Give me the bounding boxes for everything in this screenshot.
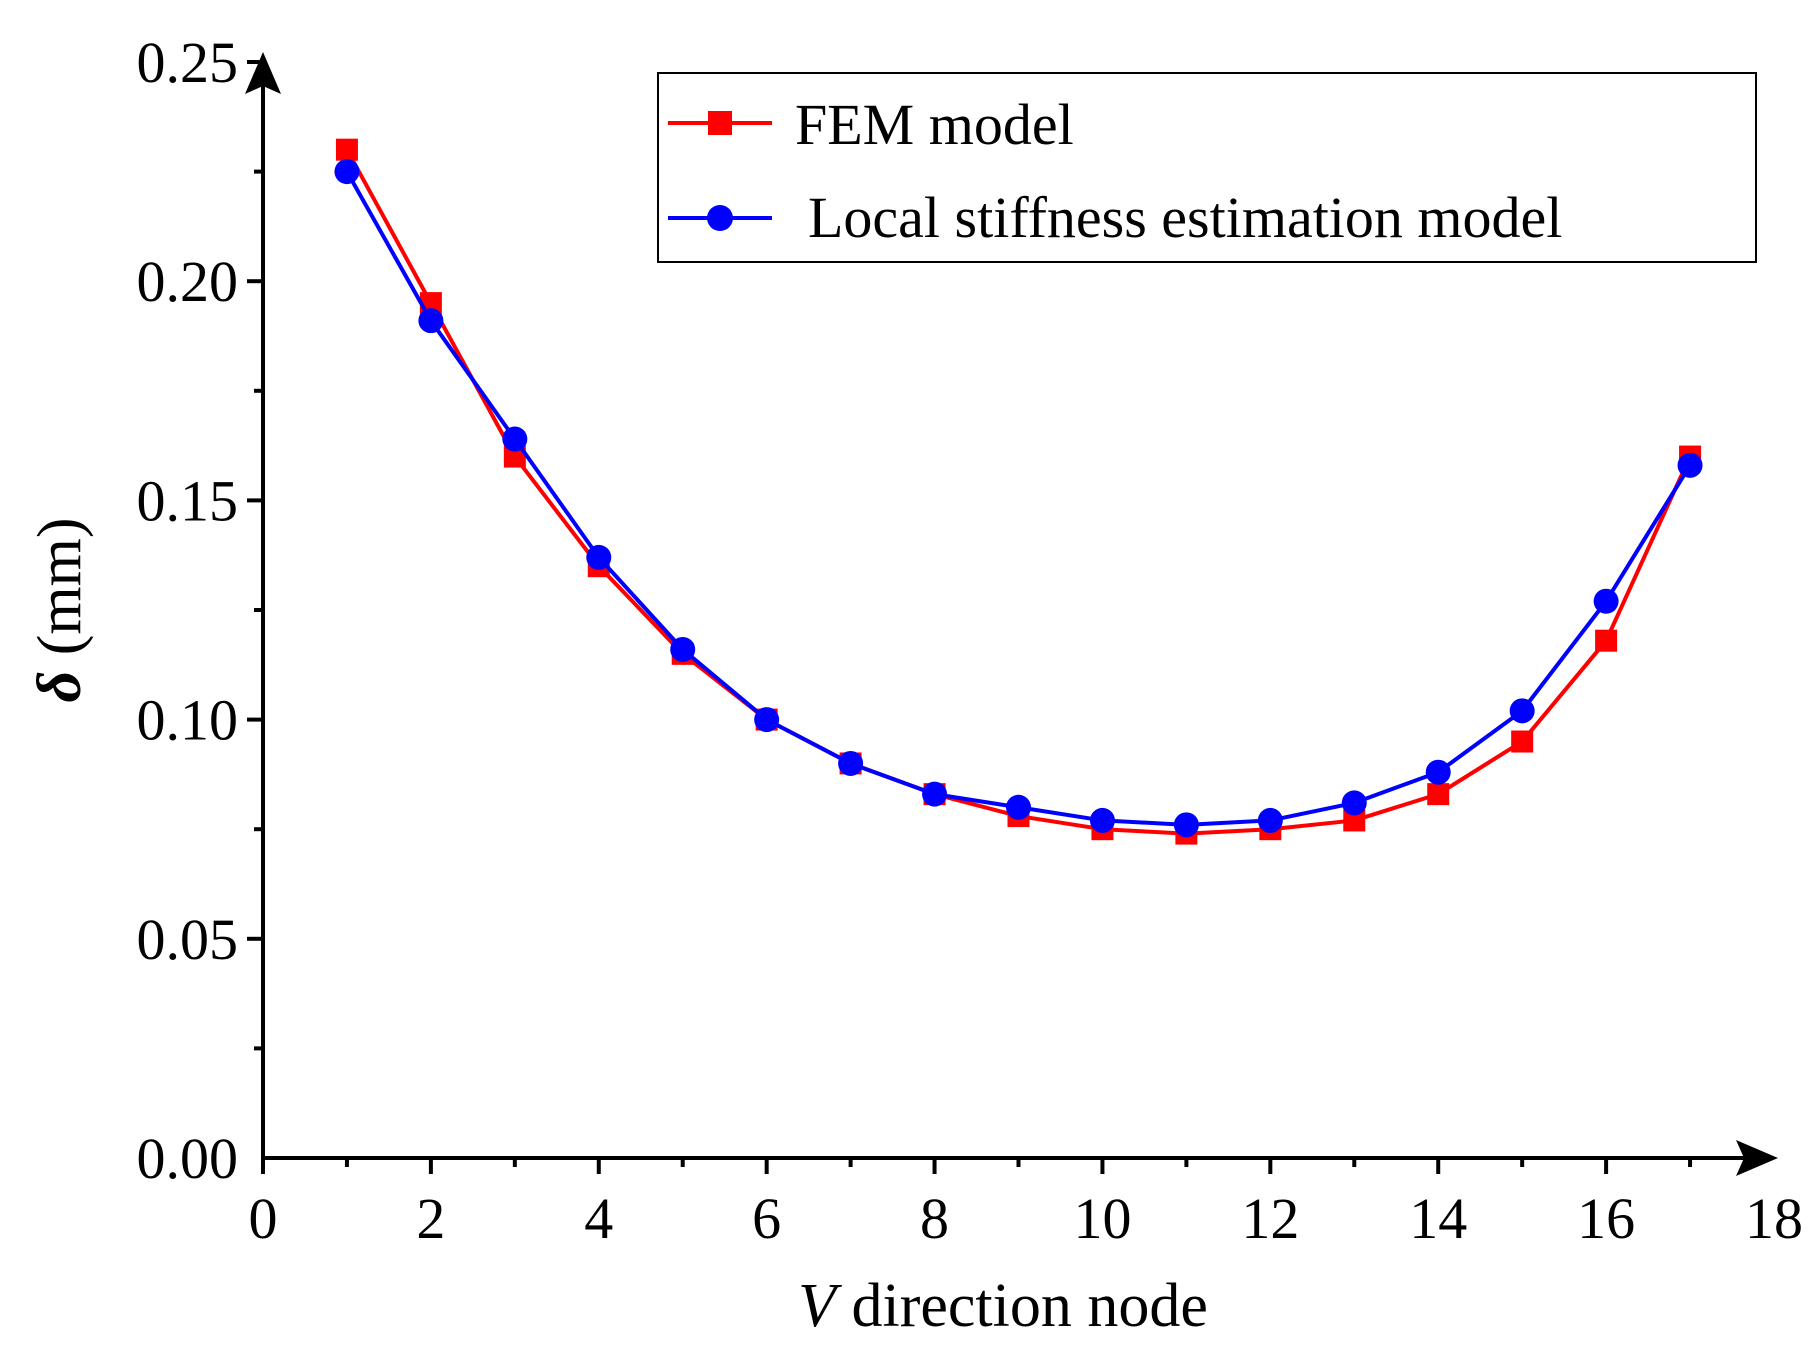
data-point-circle <box>838 750 864 776</box>
data-point-circle <box>1593 588 1619 614</box>
data-point-circle <box>754 707 780 733</box>
legend-lse-label: Local stiffness estimation model <box>808 185 1562 250</box>
data-point-square <box>1343 809 1366 832</box>
y-tick-label: 0.10 <box>137 688 239 753</box>
legend-lse-marker <box>707 205 733 231</box>
x-axis-title: V direction node <box>798 1272 1208 1340</box>
data-point-circle <box>1677 452 1703 478</box>
data-point-circle <box>1006 794 1031 820</box>
x-axis-title-italic: V <box>798 1272 842 1340</box>
data-point-circle <box>1425 759 1451 785</box>
x-tick-label: 18 <box>1745 1186 1803 1251</box>
y-axis-title-italic: δ <box>26 671 94 703</box>
data-point-circle <box>334 159 360 185</box>
data-point-circle <box>1257 807 1283 833</box>
y-axis-arrow <box>245 52 281 94</box>
y-tick-label: 0.25 <box>137 30 239 95</box>
series-local-stiffness-model <box>334 159 1703 838</box>
data-point-square <box>1511 730 1534 753</box>
x-tick-label: 14 <box>1409 1186 1467 1251</box>
series-layer <box>334 138 1703 845</box>
y-tick-label: 0.00 <box>137 1126 239 1191</box>
y-axis-title-rest: (mm) <box>26 517 94 670</box>
x-tick-label: 16 <box>1577 1186 1635 1251</box>
x-tick-label: 10 <box>1073 1186 1131 1251</box>
data-point-circle <box>418 308 444 334</box>
legend-box <box>657 72 1757 263</box>
data-point-circle <box>922 781 948 807</box>
x-tick-label: 2 <box>416 1186 445 1251</box>
data-point-circle <box>1089 807 1115 833</box>
x-tick-label: 0 <box>249 1186 278 1251</box>
data-point-circle <box>586 544 612 570</box>
x-tick-label: 4 <box>584 1186 613 1251</box>
x-axis-arrow <box>1736 1140 1778 1176</box>
data-point-circle <box>502 426 528 452</box>
data-point-circle <box>1341 790 1367 816</box>
legend-fem-label: FEM model <box>795 92 1074 157</box>
data-point-circle <box>1173 812 1199 838</box>
data-point-circle <box>670 636 696 662</box>
x-tick-label: 6 <box>752 1186 781 1251</box>
y-tick-label: 0.20 <box>137 249 239 314</box>
data-point-circle <box>1509 698 1535 724</box>
data-point-square <box>335 138 358 161</box>
legend-fem-marker <box>708 111 732 135</box>
y-tick-label: 0.05 <box>137 907 239 972</box>
data-point-square <box>1595 629 1618 652</box>
y-axis-title: δ (mm) <box>26 517 94 702</box>
data-point-square <box>503 445 526 468</box>
legend: FEM model Local stiffness estimation mod… <box>657 72 1757 263</box>
x-tick-label: 8 <box>920 1186 949 1251</box>
data-point-square <box>1427 783 1450 806</box>
x-tick-label: 12 <box>1241 1186 1299 1251</box>
y-tick-label: 0.15 <box>137 468 239 533</box>
axes: 0 2 4 6 8 10 12 14 16 18 0.00 0.05 0.10 0.15 0.20 0.25 <box>137 30 1804 1251</box>
x-axis-title-rest: direction node <box>836 1272 1208 1340</box>
